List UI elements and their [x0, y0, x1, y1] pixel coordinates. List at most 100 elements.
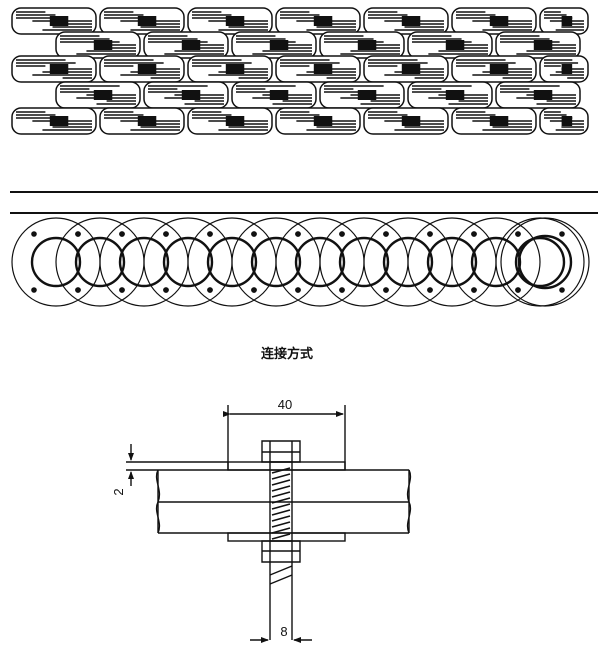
ring-inner	[206, 236, 258, 288]
weave-crossing	[313, 64, 333, 74]
ring-inner	[250, 236, 302, 288]
ring-bolt-dot	[163, 287, 169, 293]
weave-link	[187, 107, 273, 135]
weave-link	[275, 7, 361, 35]
weave-link	[495, 31, 581, 59]
ring-end-inner	[517, 234, 573, 290]
weave-link	[55, 81, 141, 109]
weave-link	[99, 55, 185, 83]
ring-inner	[294, 236, 346, 288]
plate-break-right	[406, 469, 412, 534]
weave-crossing	[93, 90, 113, 100]
weave-crossing	[137, 64, 157, 74]
weave-crossing	[561, 16, 573, 26]
weave-crossing	[357, 40, 377, 50]
weave-link	[407, 81, 493, 109]
weave-crossing	[489, 64, 509, 74]
weave-link	[99, 7, 185, 35]
weave-link	[187, 7, 273, 35]
ring-bolt-dot	[559, 231, 565, 237]
weave-link	[231, 81, 317, 109]
weave-crossing	[181, 90, 201, 100]
weave-crossing	[49, 64, 69, 74]
ring-bolt-dot	[75, 287, 81, 293]
weave-link	[363, 107, 449, 135]
ring-bolt-dot	[295, 231, 301, 237]
thread-line	[271, 473, 291, 480]
weave-crossing	[137, 116, 157, 126]
weave-crossing	[225, 16, 245, 26]
weave-crossing	[181, 40, 201, 50]
overlapping-rings	[11, 217, 590, 307]
weave-crossing	[489, 16, 509, 26]
ring-bolt-dot	[207, 231, 213, 237]
weave-crossing	[49, 16, 69, 26]
dim-40-label: 40	[278, 397, 292, 412]
weave-link	[363, 7, 449, 35]
ring-outer	[451, 217, 541, 307]
weave-link	[539, 7, 589, 35]
weave-link	[143, 81, 229, 109]
weave-link	[275, 107, 361, 135]
dim-2-label: 2	[111, 488, 126, 495]
figure-caption: 连接方式	[261, 346, 313, 362]
weave-crossing	[445, 40, 465, 50]
ring-bolt-dot	[515, 231, 521, 237]
ring-inner	[382, 236, 434, 288]
thread-line	[271, 521, 291, 528]
side-view	[10, 191, 598, 307]
ring-bolt-dot	[119, 287, 125, 293]
ring-bolt-dot	[559, 287, 565, 293]
weave-crossing	[225, 116, 245, 126]
ring-inner	[118, 236, 170, 288]
thread-line	[271, 509, 291, 516]
ring-bolt-dot	[471, 287, 477, 293]
weave-crossing	[313, 116, 333, 126]
thread-line	[271, 527, 291, 534]
weave-crossing	[137, 16, 157, 26]
ring-bolt-dot	[471, 231, 477, 237]
bolt-head	[261, 440, 301, 463]
weave-link	[187, 55, 273, 83]
rod-twist	[269, 565, 293, 585]
weave-crossing	[401, 116, 421, 126]
weave-crossing	[533, 40, 553, 50]
ring-bolt-dot	[515, 287, 521, 293]
ring-bolt-dot	[75, 231, 81, 237]
thread-line	[271, 533, 291, 540]
dim-8-label: 8	[280, 624, 287, 639]
weave-crossing	[401, 64, 421, 74]
weave-crossing	[269, 90, 289, 100]
thread-line	[271, 503, 291, 510]
weave-crossing	[533, 90, 553, 100]
plate-break-left	[155, 469, 161, 534]
ring-inner	[30, 236, 82, 288]
bolt-thread	[271, 467, 291, 540]
ring-bolt-dot	[427, 287, 433, 293]
weave-crossing	[401, 16, 421, 26]
ring-inner	[74, 236, 126, 288]
weave-crossing	[313, 16, 333, 26]
weave-crossing	[225, 64, 245, 74]
weave-link	[143, 31, 229, 59]
weave-crossing	[489, 116, 509, 126]
weave-link	[231, 31, 317, 59]
ring-end-outer	[500, 217, 590, 307]
weave-link	[451, 7, 537, 35]
bolt-joint-section	[126, 405, 412, 643]
thread-line	[271, 491, 291, 498]
thread-line	[271, 515, 291, 522]
ring-inner	[514, 236, 566, 288]
ring-bolt-dot	[31, 231, 37, 237]
weave-link	[55, 31, 141, 59]
ring-bolt-dot	[383, 231, 389, 237]
thread-line	[271, 467, 291, 474]
weave-crossing	[269, 40, 289, 50]
thread-line	[271, 479, 291, 486]
weave-link	[495, 81, 581, 109]
weave-link	[407, 31, 493, 59]
weave-link	[11, 107, 97, 135]
weave-link	[319, 81, 405, 109]
weave-crossing	[445, 90, 465, 100]
